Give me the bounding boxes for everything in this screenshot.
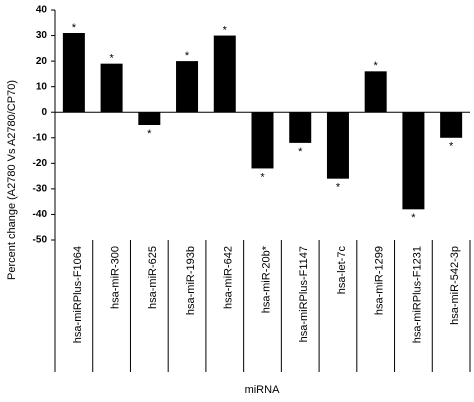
x-tick-label: hsa-miR-625 — [147, 246, 159, 309]
x-tick-label: hsa-miR-20b* — [260, 245, 272, 313]
significance-marker: * — [223, 24, 228, 36]
bar — [402, 112, 425, 210]
y-tick-label: 20 — [36, 56, 48, 67]
significance-marker: * — [260, 171, 265, 183]
bar — [326, 112, 349, 179]
significance-marker: * — [449, 141, 454, 153]
y-tick-label: 30 — [36, 30, 48, 41]
y-tick-label: -40 — [33, 209, 48, 220]
x-tick-label: hsa-miR-193b — [185, 246, 197, 315]
significance-marker: * — [147, 128, 152, 140]
x-tick-label: hsa-let-7c — [336, 246, 348, 295]
significance-marker: * — [185, 50, 190, 62]
y-tick-label: -10 — [33, 132, 48, 143]
y-tick-label: -50 — [33, 235, 48, 246]
significance-marker: * — [374, 60, 379, 72]
x-tick-label: hsa-miRPlus-F1231 — [411, 246, 423, 343]
y-tick-label: 10 — [36, 81, 48, 92]
y-tick-label: 40 — [36, 5, 48, 16]
y-tick-label: -30 — [33, 184, 48, 195]
x-tick-label: hsa-miR-1299 — [374, 246, 386, 315]
significance-marker: * — [298, 146, 303, 158]
x-axis-title: miRNA — [245, 384, 280, 396]
bar — [364, 71, 387, 113]
significance-marker: * — [109, 53, 114, 65]
y-axis-title: Percent change (A2780 Vs A2780/CP70) — [6, 80, 18, 280]
x-tick-label: hsa-miR-642 — [223, 246, 235, 309]
y-tick-label: -20 — [33, 158, 48, 169]
x-tick-label: hsa-miR-542-3p — [449, 246, 461, 325]
bar — [251, 112, 274, 169]
bar — [176, 61, 199, 113]
significance-marker: * — [411, 212, 416, 224]
x-tick-label: hsa-miR-300 — [109, 246, 121, 309]
bar — [289, 112, 312, 143]
bar — [440, 112, 463, 138]
significance-marker: * — [336, 182, 341, 194]
bar — [138, 112, 161, 125]
x-tick-label: hsa-miRPlus-F1064 — [72, 246, 84, 343]
bar — [62, 33, 85, 113]
bar — [213, 35, 236, 113]
x-tick-label: hsa-miRPlus-F1147 — [298, 246, 310, 342]
bar — [100, 63, 123, 113]
significance-marker: * — [72, 22, 77, 34]
y-tick-label: 0 — [41, 107, 47, 118]
